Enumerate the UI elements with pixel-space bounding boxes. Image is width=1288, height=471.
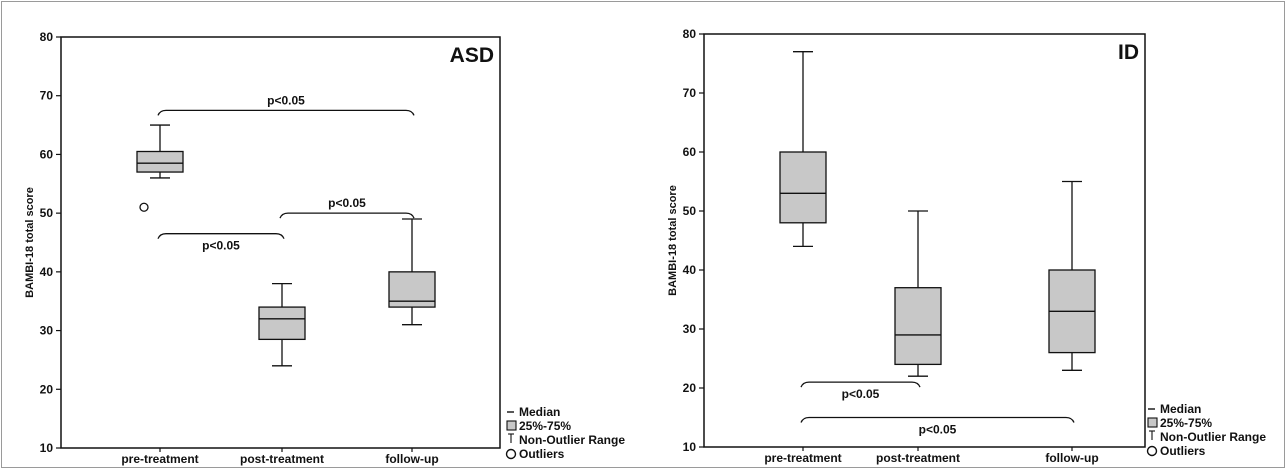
legend-median-label: Median xyxy=(1160,402,1201,416)
legend-outlier-icon xyxy=(505,448,517,460)
panel2-ytick-label: 50 xyxy=(683,204,697,218)
legend-box-icon xyxy=(1147,417,1158,428)
panel2-ytick-label: 20 xyxy=(683,381,697,395)
panel2-pvalue-label: p<0.05 xyxy=(842,387,880,401)
panel1-ytick-label: 50 xyxy=(40,206,54,220)
panel1-ytick-label: 70 xyxy=(40,89,54,103)
panel2-xtick-label: post-treatment xyxy=(876,451,960,465)
panel2-ytick-label: 80 xyxy=(683,27,697,41)
panel1-ytick-label: 80 xyxy=(40,30,54,44)
panel1-ylabel: BAMBI-18 total score xyxy=(24,187,36,298)
panel1-pvalue-label: p<0.05 xyxy=(328,196,366,210)
panel1-significance-bracket xyxy=(279,212,415,219)
legend-outlier-icon xyxy=(1146,445,1158,457)
panel1-title: ASD xyxy=(450,44,494,67)
panel2-pvalue-label: p<0.05 xyxy=(919,423,957,437)
panel1-ytick-label: 60 xyxy=(40,147,54,161)
panel2-ytick-label: 70 xyxy=(683,86,697,100)
panel1-ytick-label: 40 xyxy=(40,265,54,279)
panel2-xtick-label: follow-up xyxy=(1045,451,1098,465)
legend-box-icon xyxy=(506,420,517,431)
panel2-box xyxy=(779,151,827,224)
panel2-significance-bracket xyxy=(800,381,921,388)
panel1-xtick-label: follow-up xyxy=(385,452,438,466)
panel1-box xyxy=(258,306,306,341)
panel2-plot-area xyxy=(703,33,1146,448)
legend-range-label: Non-Outlier Range xyxy=(1160,430,1266,444)
panel2-box xyxy=(894,287,942,366)
panel1-pvalue-label: p<0.05 xyxy=(267,93,305,107)
panel2-ylabel: BAMBI-18 total score xyxy=(667,185,679,296)
panel2-ytick-label: 10 xyxy=(683,440,697,454)
panel1-plot-area xyxy=(60,36,501,449)
panel1-xtick-label: post-treatment xyxy=(240,452,324,466)
legend-box-label: 25%-75% xyxy=(1160,416,1212,430)
panel1-significance-bracket xyxy=(157,109,415,116)
panel1-outlier-point xyxy=(139,202,149,212)
panel1-box xyxy=(136,150,184,173)
legend-box-label: 25%-75% xyxy=(519,419,571,433)
legend-range-label: Non-Outlier Range xyxy=(519,433,625,447)
panel2-xtick-label: pre-treatment xyxy=(764,451,841,465)
legend-outliers-label: Outliers xyxy=(1160,444,1206,458)
panel1-xtick-label: pre-treatment xyxy=(121,452,198,466)
panel1-ytick-label: 10 xyxy=(40,441,54,455)
panel2-title: ID xyxy=(1118,41,1139,64)
legend-median-label: Median xyxy=(519,405,560,419)
legend-outliers-label: Outliers xyxy=(519,447,565,461)
panel2-ytick-label: 40 xyxy=(683,263,697,277)
panel2-ytick-label: 60 xyxy=(683,145,697,159)
panel2-ytick-label: 30 xyxy=(683,322,697,336)
panel1-significance-bracket xyxy=(157,233,285,239)
panel1-ytick-label: 30 xyxy=(40,324,54,338)
panel2-significance-bracket xyxy=(800,416,1075,423)
panel1-pvalue-label: p<0.05 xyxy=(202,239,240,253)
panel1-ytick-label: 20 xyxy=(40,382,54,396)
